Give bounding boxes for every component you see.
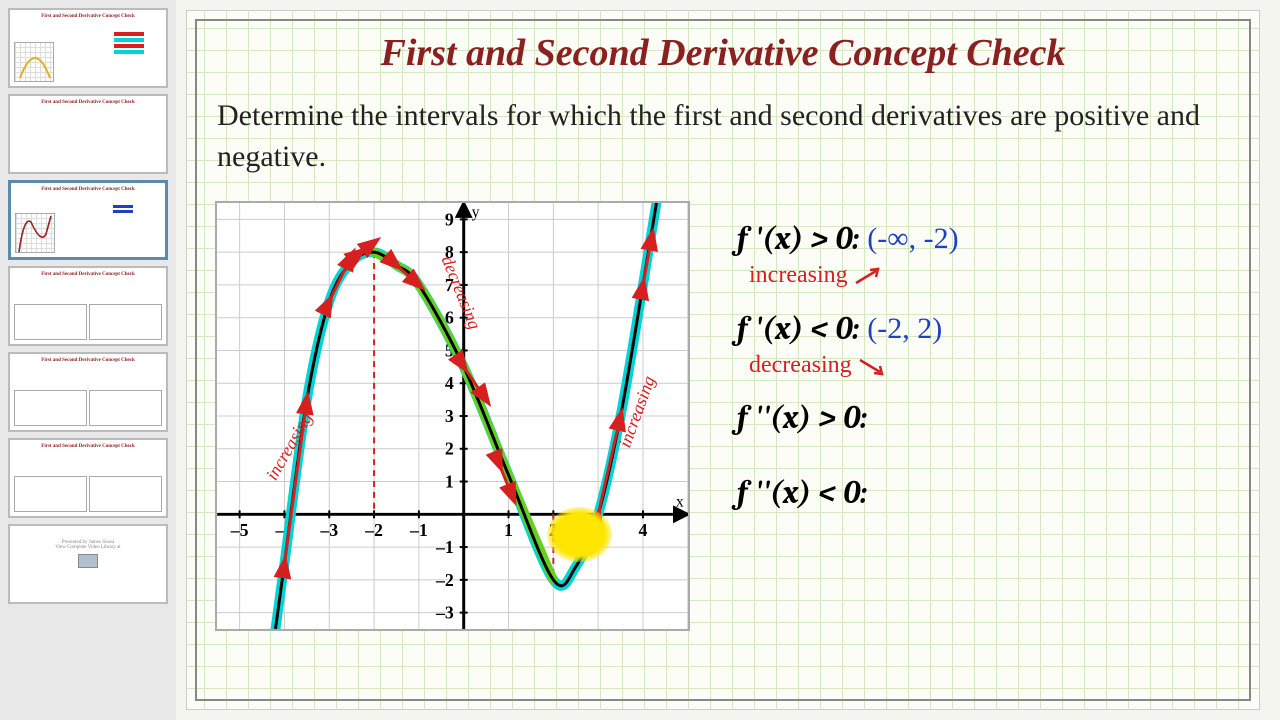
- slide-title: First and Second Derivative Concept Chec…: [187, 31, 1259, 75]
- thumbnail-1[interactable]: [8, 8, 168, 88]
- svg-text:1: 1: [445, 471, 454, 491]
- fpp-pos-label: f ''(x) > 0:: [737, 400, 867, 435]
- answers-panel: f '(x) > 0: (-∞, -2) increasing f '(x) <…: [737, 221, 1229, 521]
- svg-text:–1: –1: [409, 520, 428, 540]
- svg-text:4: 4: [639, 520, 648, 540]
- slide-thumbnails-panel: Presented by James SousaView Complete Vi…: [0, 0, 176, 720]
- fpp-neg-label: f ''(x) < 0:: [737, 475, 867, 510]
- graph: xy–5–4–3–2–11234–3–2–1123456789increasin…: [215, 201, 690, 631]
- svg-text:–1: –1: [435, 537, 454, 557]
- svg-text:9: 9: [445, 209, 454, 229]
- slide-question: Determine the intervals for which the fi…: [217, 96, 1229, 177]
- arrow-down-right-icon: [858, 356, 888, 376]
- fp-pos-label: f '(x) > 0:: [737, 221, 859, 256]
- thumbnail-5[interactable]: [8, 352, 168, 432]
- svg-text:–2: –2: [435, 570, 454, 590]
- main-slide-area: First and Second Derivative Concept Chec…: [176, 0, 1280, 720]
- svg-text:–3: –3: [319, 520, 338, 540]
- svg-text:–3: –3: [435, 603, 454, 623]
- svg-text:y: y: [472, 204, 480, 221]
- thumbnail-4[interactable]: [8, 266, 168, 346]
- arrow-up-right-icon: [854, 267, 884, 287]
- fp-pos-value: (-∞, -2): [867, 222, 958, 255]
- graph-svg: xy–5–4–3–2–11234–3–2–1123456789increasin…: [217, 203, 688, 629]
- fp-neg-label: f '(x) < 0:: [737, 311, 859, 346]
- svg-text:1: 1: [504, 520, 513, 540]
- svg-text:increasing: increasing: [262, 409, 317, 484]
- slide: First and Second Derivative Concept Chec…: [186, 10, 1260, 710]
- fp-neg-value: (-2, 2): [867, 312, 942, 345]
- svg-text:3: 3: [445, 406, 454, 426]
- svg-text:2: 2: [445, 439, 454, 459]
- svg-text:–5: –5: [230, 520, 249, 540]
- thumbnail-7[interactable]: Presented by James SousaView Complete Vi…: [8, 524, 168, 604]
- svg-text:–2: –2: [364, 520, 383, 540]
- thumbnail-6[interactable]: [8, 438, 168, 518]
- fp-neg-note: decreasing: [749, 352, 1229, 378]
- svg-text:4: 4: [445, 373, 454, 393]
- thumbnail-2[interactable]: [8, 94, 168, 174]
- thumbnail-3[interactable]: [8, 180, 168, 260]
- svg-text:x: x: [676, 493, 684, 510]
- fp-pos-note: increasing: [749, 262, 1229, 288]
